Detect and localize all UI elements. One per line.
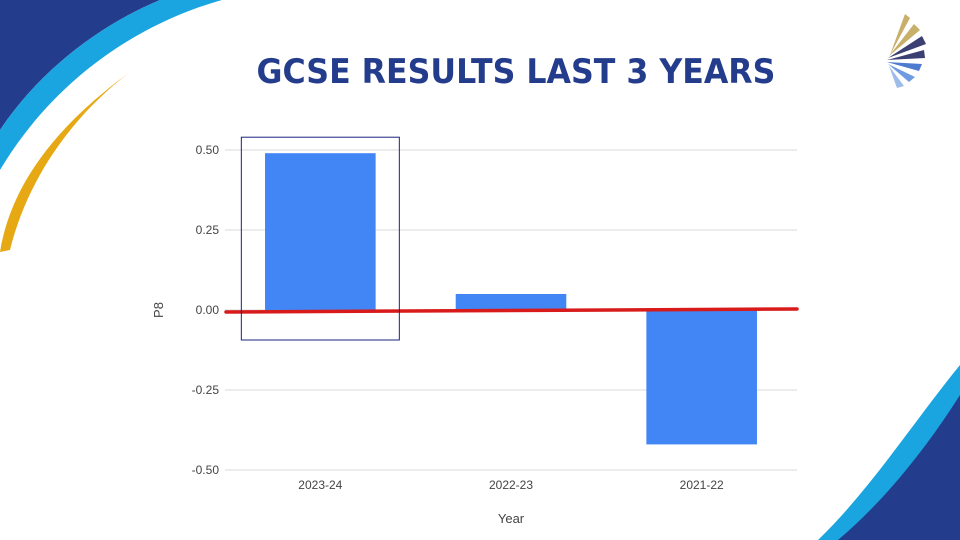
y-tick-label: 0.25 — [196, 223, 220, 237]
x-tick-labels: 2023-24 2022-23 2021-22 — [298, 478, 724, 492]
y-tick-label: 0.00 — [196, 303, 220, 317]
bar-2023-24 — [265, 153, 376, 310]
top-left-cyan-swoosh — [0, 0, 222, 170]
y-tick-label: -0.50 — [192, 463, 220, 477]
slide-title: GCSE RESULTS LAST 3 YEARS — [256, 52, 776, 92]
bars — [265, 153, 757, 445]
y-tick-labels: 0.50 0.25 0.00 -0.25 -0.50 — [192, 143, 220, 477]
bottom-right-navy-swoosh — [838, 395, 960, 540]
x-tick-label: 2021-22 — [680, 478, 724, 492]
y-tick-label: -0.25 — [192, 383, 220, 397]
highlight-box — [240, 136, 400, 341]
x-axis-label: Year — [498, 511, 525, 526]
school-logo-icon — [887, 14, 926, 88]
x-tick-label: 2022-23 — [489, 478, 533, 492]
y-tick-label: 0.50 — [196, 143, 220, 157]
highlight-box-group — [240, 136, 400, 341]
y-axis-label: P8 — [151, 302, 166, 318]
bar-2022-23 — [455, 294, 567, 310]
zero-reference-line-group — [224, 307, 799, 314]
bar-2021-22 — [646, 310, 757, 445]
top-left-navy-swoosh — [0, 0, 160, 130]
zero-reference-line — [224, 307, 799, 314]
left-gold-swoosh — [0, 72, 130, 252]
x-tick-label: 2023-24 — [298, 478, 342, 492]
